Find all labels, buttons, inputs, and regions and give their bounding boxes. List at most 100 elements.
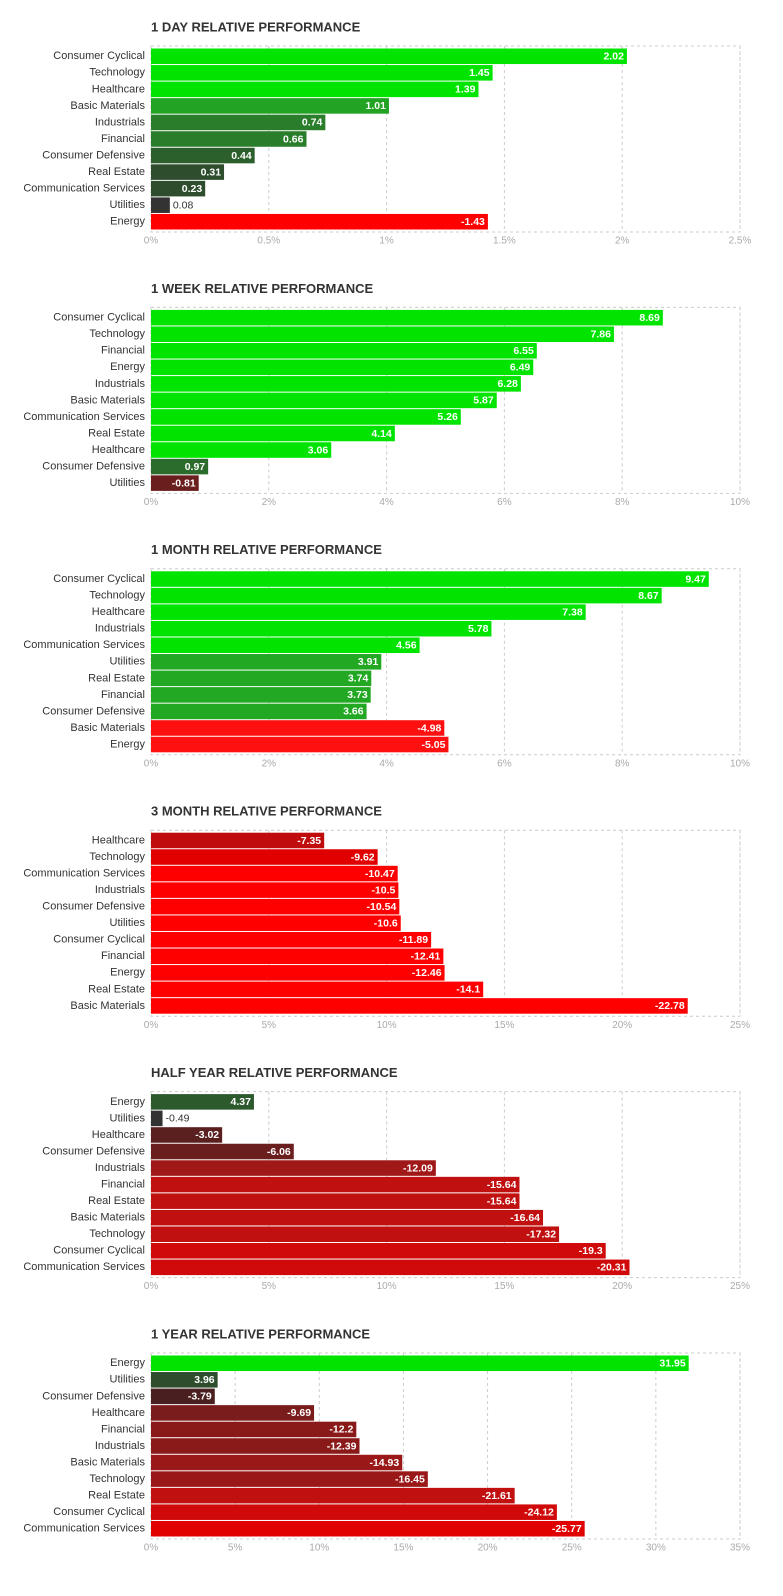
value-label: -22.78 <box>655 1000 685 1012</box>
category-label: Consumer Defensive <box>42 149 145 161</box>
bar <box>151 1388 215 1405</box>
value-label: -14.1 <box>456 984 480 996</box>
x-tick-label: 10% <box>377 1020 397 1031</box>
bar <box>151 1209 544 1226</box>
value-label: 2.02 <box>603 51 624 63</box>
value-label: -12.09 <box>403 1162 433 1174</box>
category-label: Communication Services <box>23 183 145 195</box>
bar <box>151 1176 520 1193</box>
category-label: Technology <box>89 328 145 340</box>
value-label: 3.96 <box>194 1374 215 1386</box>
value-label: -24.12 <box>524 1506 554 1518</box>
value-label: -3.79 <box>188 1391 212 1403</box>
chart-title: 1 DAY RELATIVE PERFORMANCE <box>151 19 361 34</box>
category-label: Consumer Cyclical <box>53 50 145 62</box>
value-label: -10.54 <box>367 901 397 913</box>
value-label: 3.73 <box>347 689 368 701</box>
plot-border <box>150 306 741 494</box>
value-label: -16.64 <box>510 1212 540 1224</box>
value-label: -1.43 <box>461 216 485 228</box>
category-label: Financial <box>101 1179 145 1191</box>
category-label: Communication Services <box>23 411 145 423</box>
x-tick-label: 10% <box>309 1543 329 1554</box>
category-label: Utilities <box>110 477 146 489</box>
category-label: Industrials <box>95 1440 146 1452</box>
value-label: 6.28 <box>497 378 518 390</box>
category-label: Consumer Defensive <box>42 460 145 472</box>
x-tick-label: 6% <box>497 497 512 508</box>
bar <box>151 1355 689 1372</box>
value-label: 3.66 <box>343 706 364 718</box>
category-label: Consumer Cyclical <box>53 1245 145 1257</box>
bar <box>151 48 627 65</box>
value-label: 4.14 <box>371 428 392 440</box>
category-label: Communication Services <box>23 867 145 879</box>
value-label: -7.35 <box>297 835 321 847</box>
bar <box>151 1226 560 1243</box>
category-label: Consumer Defensive <box>42 901 145 913</box>
x-tick-label: 1.5% <box>493 236 516 247</box>
category-label: Healthcare <box>92 1129 145 1141</box>
category-label: Consumer Cyclical <box>53 934 145 946</box>
bar <box>151 687 371 703</box>
bar <box>151 1421 357 1438</box>
category-label: Technology <box>89 590 145 602</box>
category-label: Energy <box>110 967 145 979</box>
bar <box>151 948 444 965</box>
bar <box>151 998 688 1014</box>
category-label: Industrials <box>95 116 146 128</box>
x-tick-label: 2% <box>615 236 630 247</box>
category-label: Financial <box>101 133 145 145</box>
x-tick-label: 35% <box>730 1543 750 1554</box>
value-label: 6.49 <box>510 362 531 374</box>
category-label: Industrials <box>95 884 146 896</box>
category-label: Consumer Defensive <box>42 1145 145 1157</box>
bar <box>151 620 492 637</box>
value-label: 5.26 <box>437 411 458 423</box>
category-label: Industrials <box>95 378 146 390</box>
value-label: -14.93 <box>369 1457 399 1469</box>
chart-title: HALF YEAR RELATIVE PERFORMANCE <box>151 1065 398 1080</box>
value-label: -11.89 <box>399 934 428 946</box>
bar <box>151 703 367 720</box>
category-label: Technology <box>89 67 145 79</box>
category-label: Technology <box>89 851 145 863</box>
bar <box>151 604 586 620</box>
bar <box>151 1143 294 1160</box>
bar <box>151 1520 585 1537</box>
value-label: -20.31 <box>597 1262 627 1274</box>
bar <box>151 1471 428 1487</box>
bar <box>151 180 206 197</box>
category-label: Energy <box>110 1096 145 1108</box>
x-tick-label: 30% <box>646 1543 666 1554</box>
category-label: Basic Materials <box>70 722 145 734</box>
bar <box>151 65 493 81</box>
category-label: Financial <box>101 1423 145 1435</box>
value-label: 0.74 <box>302 117 323 129</box>
plot-border <box>150 568 741 756</box>
x-tick-label: 5% <box>262 1020 277 1031</box>
bar <box>151 458 209 475</box>
category-label: Financial <box>101 345 145 357</box>
x-tick-label: 25% <box>730 1020 750 1031</box>
plot-border <box>150 45 741 233</box>
bar <box>151 359 534 376</box>
category-label: Consumer Defensive <box>42 1390 145 1402</box>
bar <box>151 475 199 491</box>
category-label: Communication Services <box>23 1523 145 1535</box>
bar <box>151 736 449 753</box>
category-label: Industrials <box>95 623 146 635</box>
value-label: 5.78 <box>468 623 489 635</box>
bar <box>151 1110 163 1127</box>
bar <box>151 1405 315 1421</box>
category-label: Technology <box>89 1228 145 1240</box>
x-tick-label: 10% <box>377 1281 397 1292</box>
bar <box>151 409 461 425</box>
category-label: Healthcare <box>92 444 145 456</box>
category-label: Energy <box>110 216 145 228</box>
value-label: 3.74 <box>348 673 369 685</box>
value-label: 5.87 <box>473 395 494 407</box>
x-tick-label: 20% <box>478 1543 498 1554</box>
value-label: -0.81 <box>172 477 196 489</box>
bar <box>151 670 372 687</box>
